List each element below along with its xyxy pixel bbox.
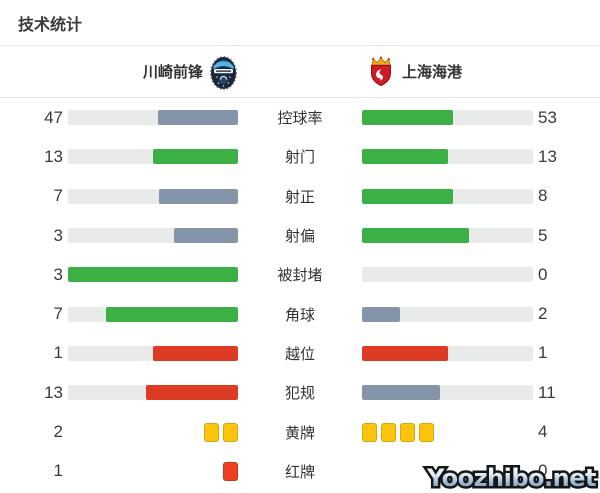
stat-bar-fill [362,306,400,322]
home-stat-value: 7 [53,304,63,324]
away-team: 上海海港 [300,56,600,87]
home-stat-bar [68,345,238,361]
stat-label: 红牌 [284,463,315,481]
watermark-logo: Yoozhibo.net Yoozhibo.net [424,462,599,493]
stat-bar-fill [362,345,448,361]
stat-row-corners: 7 角球 2 [0,294,600,333]
home-team: 川崎前锋 [0,54,300,90]
home-stat-bar [68,110,238,126]
home-stat-value: 7 [53,186,63,206]
home-stat-bar [68,188,238,204]
stat-label: 被封堵 [277,267,323,285]
stat-row-shots-off-target: 3 射偏 5 [0,216,600,255]
stats-list: 47 控球率 53 13 射门 13 7 射正 8 3 射偏 5 3 被封堵 0… [0,98,600,491]
panel-header: 技术统计 [0,0,600,46]
away-stat-bar [362,228,533,244]
team-header-row: 川崎前锋 上海海港 [0,46,600,98]
stat-label: 越位 [284,345,315,363]
home-team-name: 川崎前锋 [142,64,203,81]
watermark-text: Yoozhibo.net [426,463,597,492]
stat-row-red-cards: 1 红牌 0 [0,452,600,491]
home-stat-value: 13 [44,382,63,402]
away-stat-value: 53 [538,107,557,127]
away-stat-value: 2 [538,304,548,324]
stat-row-offsides: 1 越位 1 [0,334,600,373]
away-stat-bar [362,385,533,401]
away-stat-bar [362,267,533,283]
away-stat-value: 0 [533,461,600,481]
red-card-icon [223,461,238,481]
home-stat-value: 1 [53,461,63,481]
away-stat-value: 11 [538,382,556,402]
away-stat-bar [362,306,533,322]
home-stat-value: 2 [53,422,63,442]
stat-row-blocked: 3 被封堵 0 [0,255,600,294]
stat-label: 黄牌 [284,424,315,442]
yellow-card-icon [381,422,396,442]
stat-bar-fill [158,188,238,204]
stat-label: 犯规 [284,385,315,403]
stat-bar-fill [362,110,453,126]
stat-bar-fill [153,345,238,361]
home-stat-bar [68,228,238,244]
stat-label: 射偏 [284,228,315,246]
shanghai-port-logo-icon [371,56,391,87]
stat-bar-fill [362,228,469,244]
home-stat-value: 47 [44,107,63,127]
home-red-cards [68,461,238,481]
stat-label: 射门 [284,149,315,167]
yellow-card-icon [419,422,434,442]
stat-bar-fill [153,149,238,165]
home-yellow-cards [68,422,238,442]
stat-label: 角球 [284,306,315,324]
away-stat-value: 1 [538,343,548,363]
stat-bar-fill [174,228,238,244]
away-team-name: 上海海港 [402,64,463,81]
stat-bar-fill [68,267,238,283]
stat-row-shots-on-target: 7 射正 8 [0,177,600,216]
stat-bar-fill [362,385,441,401]
away-yellow-cards [362,422,533,442]
away-stat-bar [362,110,533,126]
yellow-card-icon [362,422,377,442]
away-stat-bar [362,149,533,165]
stat-row-yellow-cards: 2 黄牌 4 [0,412,600,451]
watermark-text-outline: Yoozhibo.net [424,462,599,493]
yellow-card-icon [400,422,415,442]
kawasaki-frontale-logo-icon [210,55,237,90]
home-stat-value: 13 [44,146,63,166]
stat-bar-fill [362,188,454,204]
stat-bar-fill [158,110,238,126]
page-title: 技术统计 [18,16,83,34]
stat-bar-fill [105,306,238,322]
away-stat-bar [362,188,533,204]
yellow-card-icon [204,422,219,442]
stat-row-shots: 13 射门 13 [0,137,600,176]
home-stat-value: 3 [53,264,63,284]
stat-bar-fill [145,385,238,401]
stat-label: 射正 [284,188,315,206]
home-stat-bar [68,267,238,283]
home-stat-bar [68,385,238,401]
away-stat-value: 4 [538,422,548,442]
stat-row-possession: 47 控球率 53 [0,98,600,137]
away-stat-bar [362,345,533,361]
yellow-card-icon [223,422,238,442]
home-stat-value: 3 [53,225,63,245]
away-stat-value: 5 [538,225,548,245]
stat-bar-fill [362,149,448,165]
home-stat-bar [68,149,238,165]
stat-label: 控球率 [277,110,323,128]
away-stat-value: 0 [538,264,548,284]
home-stat-value: 1 [53,343,63,363]
stat-row-fouls: 13 犯规 11 [0,373,600,412]
away-stat-value: 13 [538,146,557,166]
away-stat-value: 8 [538,186,548,206]
home-stat-bar [68,306,238,322]
